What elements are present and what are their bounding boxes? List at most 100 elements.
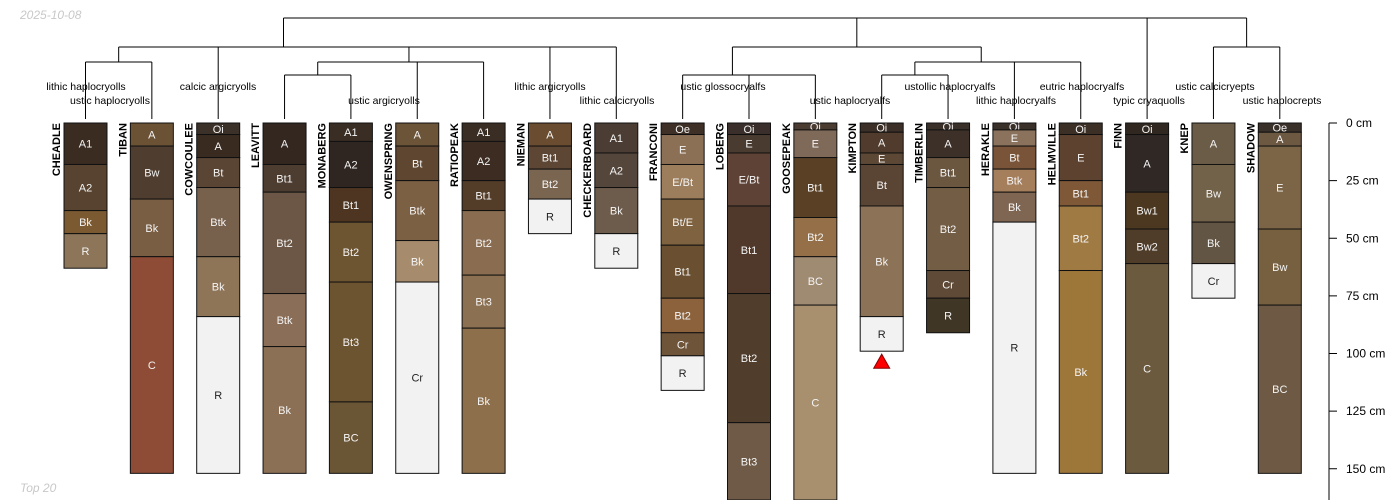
depth-tick-label: 100 cm (1346, 347, 1385, 361)
profile-name: TIBAN (117, 123, 129, 157)
horizon-label: Bk (610, 206, 623, 218)
horizon-a (1125, 134, 1170, 193)
profile-name: KIMPTON (847, 123, 859, 174)
horizon-label: E (745, 139, 752, 151)
profile-knep: A Bw Bk Cr KNEP (1179, 122, 1236, 299)
profile-helmville: Oi E Bt1 Bt2 Bk HELMVILLE (1046, 122, 1103, 474)
horizon-label: Bt1 (542, 153, 559, 165)
horizon-label: Bt (1009, 153, 1019, 165)
horizon-label: Bt2 (1072, 233, 1089, 245)
horizon-btk (262, 293, 307, 348)
horizon-label: Oi (943, 121, 954, 133)
horizon-label: E/Bt (672, 177, 693, 189)
horizon-a (1191, 122, 1236, 165)
profile-name: CHECKERBOARD (582, 123, 594, 218)
horizon-bt2 (793, 217, 838, 258)
horizon-label: R (546, 211, 554, 223)
profile-name: HELMVILLE (1046, 123, 1058, 185)
horizon-bt2 (1058, 205, 1103, 272)
horizon-label: Bt3 (343, 337, 360, 349)
horizon-label: Bk (278, 405, 291, 417)
horizon-label: E (1276, 183, 1283, 195)
profile-name: FRANCONI (648, 123, 660, 181)
horizon-label: A1 (610, 133, 623, 145)
profile-loberg: Oi E E/Bt Bt1 Bt2 Bt3 LOBERG (715, 122, 771, 500)
profile-monaberg: A1 A2 Bt1 Bt2 Bt3 BC MONABERG (316, 122, 373, 474)
horizon-label: Cr (411, 373, 423, 385)
horizon-label: Cr (1208, 276, 1220, 288)
dendrogram-group-label: ustic calcicryepts (1175, 81, 1254, 93)
horizon-bk (594, 187, 639, 235)
profile-leavitt: A Bt1 Bt2 Btk Bk LEAVITT (250, 122, 307, 474)
horizon-label: E (1077, 153, 1084, 165)
horizon-bc (328, 401, 373, 474)
horizon-label: Bt (412, 158, 422, 170)
horizon-r (196, 316, 241, 474)
profile-franconi: Oe E E/Bt Bt/E Bt1 Bt2 Cr R FRANCONI (648, 122, 705, 391)
profile-name: TIMBERLIN (914, 123, 926, 183)
horizon-bt1 (461, 180, 506, 212)
profile-name: CHEADLE (51, 123, 63, 176)
dendrogram-group-label: ustic haplocryolls (70, 95, 150, 107)
profile-name: KNEP (1179, 123, 1191, 154)
horizon-cr (395, 281, 440, 474)
horizon-label: A (148, 130, 156, 142)
horizon-label: A (944, 139, 952, 151)
horizon-label: Oi (1009, 121, 1020, 133)
horizon-label: Oi (213, 124, 224, 136)
dendrogram-group-label: ustic haplocrepts (1243, 95, 1322, 107)
horizon-label: A2 (79, 183, 92, 195)
horizon-cr (1191, 263, 1236, 299)
horizon-label: A1 (79, 139, 92, 151)
horizon-label: Bt2 (674, 310, 691, 322)
horizon-bt (859, 163, 904, 207)
horizon-label: Bt2 (940, 224, 957, 236)
horizon-bt2 (926, 187, 971, 272)
horizon-bk (395, 240, 440, 283)
horizon-r (859, 316, 904, 352)
profile-ratiopeak: A1 A2 Bt1 Bt2 Bt3 Bk RATIOPEAK (449, 122, 506, 474)
horizon-label: Bt/E (672, 217, 693, 229)
profile-tiban: A Bw Bk C TIBAN (117, 122, 174, 474)
horizon-label: Btk (409, 206, 425, 218)
horizon-bw (1257, 228, 1302, 306)
horizon-bt1 (727, 205, 771, 295)
horizon-label: Bt2 (276, 238, 293, 250)
horizon-bt (395, 145, 440, 182)
horizon-bk (1058, 270, 1103, 474)
horizon-label: E (1011, 133, 1018, 145)
horizon-label: R (214, 390, 222, 402)
bottom-marker (872, 353, 891, 369)
profile-nieman: A Bt1 Bt2 R NIEMAN (515, 122, 572, 235)
dendrogram-group-label: lithic haplocryolls (46, 81, 125, 93)
horizon-a2 (594, 152, 639, 189)
horizon-label: Bt2 (343, 247, 360, 259)
profile-kimpton: Oi AE Bt Bk R KIMPTON (847, 122, 904, 369)
horizon-label: Bt2 (741, 353, 758, 365)
footer-note: Top 20 (20, 481, 57, 495)
horizon-label: Bk (875, 256, 888, 268)
profile-name: MONABERG (316, 123, 328, 188)
dendrogram (85, 17, 1281, 119)
dendrogram-group-label: ustic glossocryalfs (680, 81, 765, 93)
horizon-label: Bk (411, 256, 424, 268)
depth-tick-label: 50 cm (1346, 231, 1379, 245)
horizon-label: R (82, 246, 90, 258)
horizon-label: E (679, 145, 686, 157)
date-stamp: 2025-10-08 (20, 8, 82, 22)
horizon-label: Bk (145, 223, 158, 235)
horizon-label: Bk (477, 396, 490, 408)
horizon-r (660, 355, 705, 391)
profile-name: FINN (1113, 123, 1125, 149)
horizon-r (594, 233, 639, 269)
horizon-bt-e (660, 198, 705, 246)
horizon-r (63, 233, 108, 269)
horizon-r (527, 198, 572, 235)
dendrogram-group-labels: lithic haplocryolls ustic haplocryolls cal… (46, 81, 1321, 107)
profile-timberlin: Oi A Bt1 Bt2 Cr R TIMBERLIN (914, 121, 971, 334)
profile-name: SHADOW (1245, 122, 1257, 173)
dendrogram-group-label: ustic haplocryalfs (810, 95, 891, 107)
horizon-a2 (461, 140, 506, 182)
dendrogram-group-label: lithic haplocryalfs (976, 95, 1056, 107)
